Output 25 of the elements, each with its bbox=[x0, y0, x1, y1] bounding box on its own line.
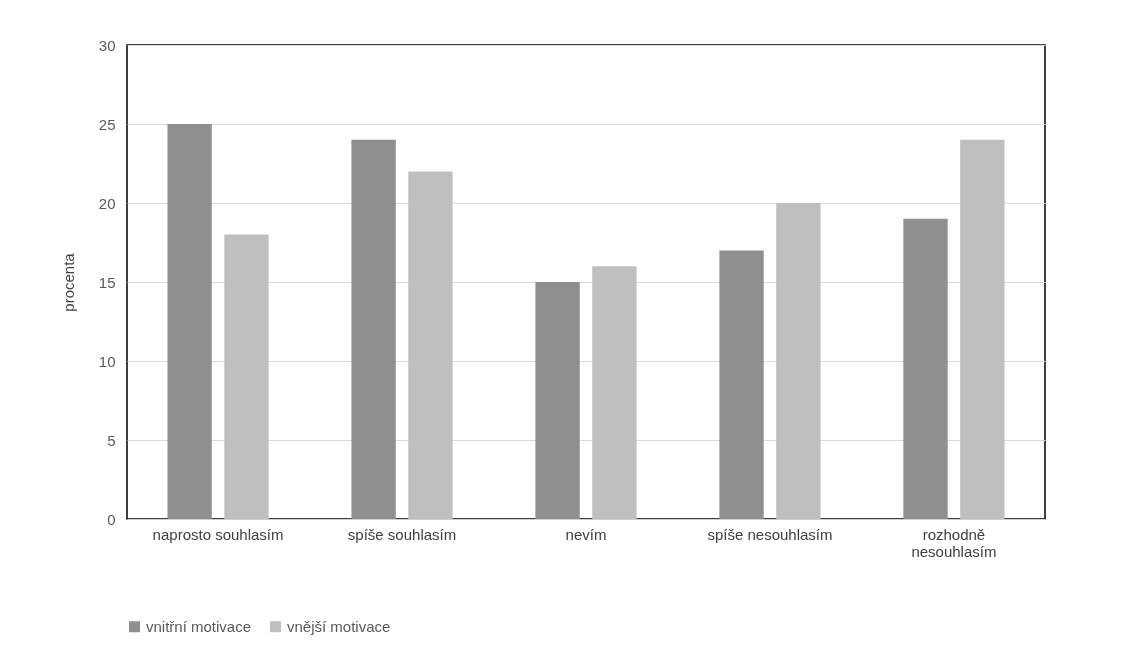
y-tick-label: 5 bbox=[107, 431, 116, 449]
x-tick-label: naprosto souhlasím bbox=[152, 525, 284, 543]
y-tick-label: 20 bbox=[98, 194, 116, 212]
bar bbox=[719, 250, 764, 519]
y-tick-label: 30 bbox=[98, 36, 116, 54]
bar bbox=[167, 124, 212, 519]
y-tick-label: 25 bbox=[98, 115, 116, 133]
bar bbox=[776, 203, 821, 519]
bar bbox=[408, 171, 453, 519]
y-tick-label: 0 bbox=[107, 510, 116, 528]
x-tick-label: spíše nesouhlasím bbox=[707, 525, 833, 543]
x-tick-label: nevím bbox=[565, 525, 607, 543]
y-tick-label: 15 bbox=[98, 273, 116, 291]
legend-label: vnitřní motivace bbox=[146, 617, 252, 635]
x-tick-label: rozhodně nesouhlasím bbox=[911, 525, 997, 560]
bar bbox=[903, 218, 948, 519]
bar bbox=[960, 139, 1005, 519]
bar bbox=[535, 282, 580, 519]
y-axis-title: procenta bbox=[59, 252, 77, 312]
legend-label: vnější motivace bbox=[287, 617, 391, 635]
bar bbox=[351, 139, 396, 519]
y-tick-label: 10 bbox=[98, 352, 116, 370]
bar bbox=[224, 234, 269, 519]
bar bbox=[592, 266, 637, 519]
x-tick-label: spíše souhlasím bbox=[347, 525, 457, 543]
